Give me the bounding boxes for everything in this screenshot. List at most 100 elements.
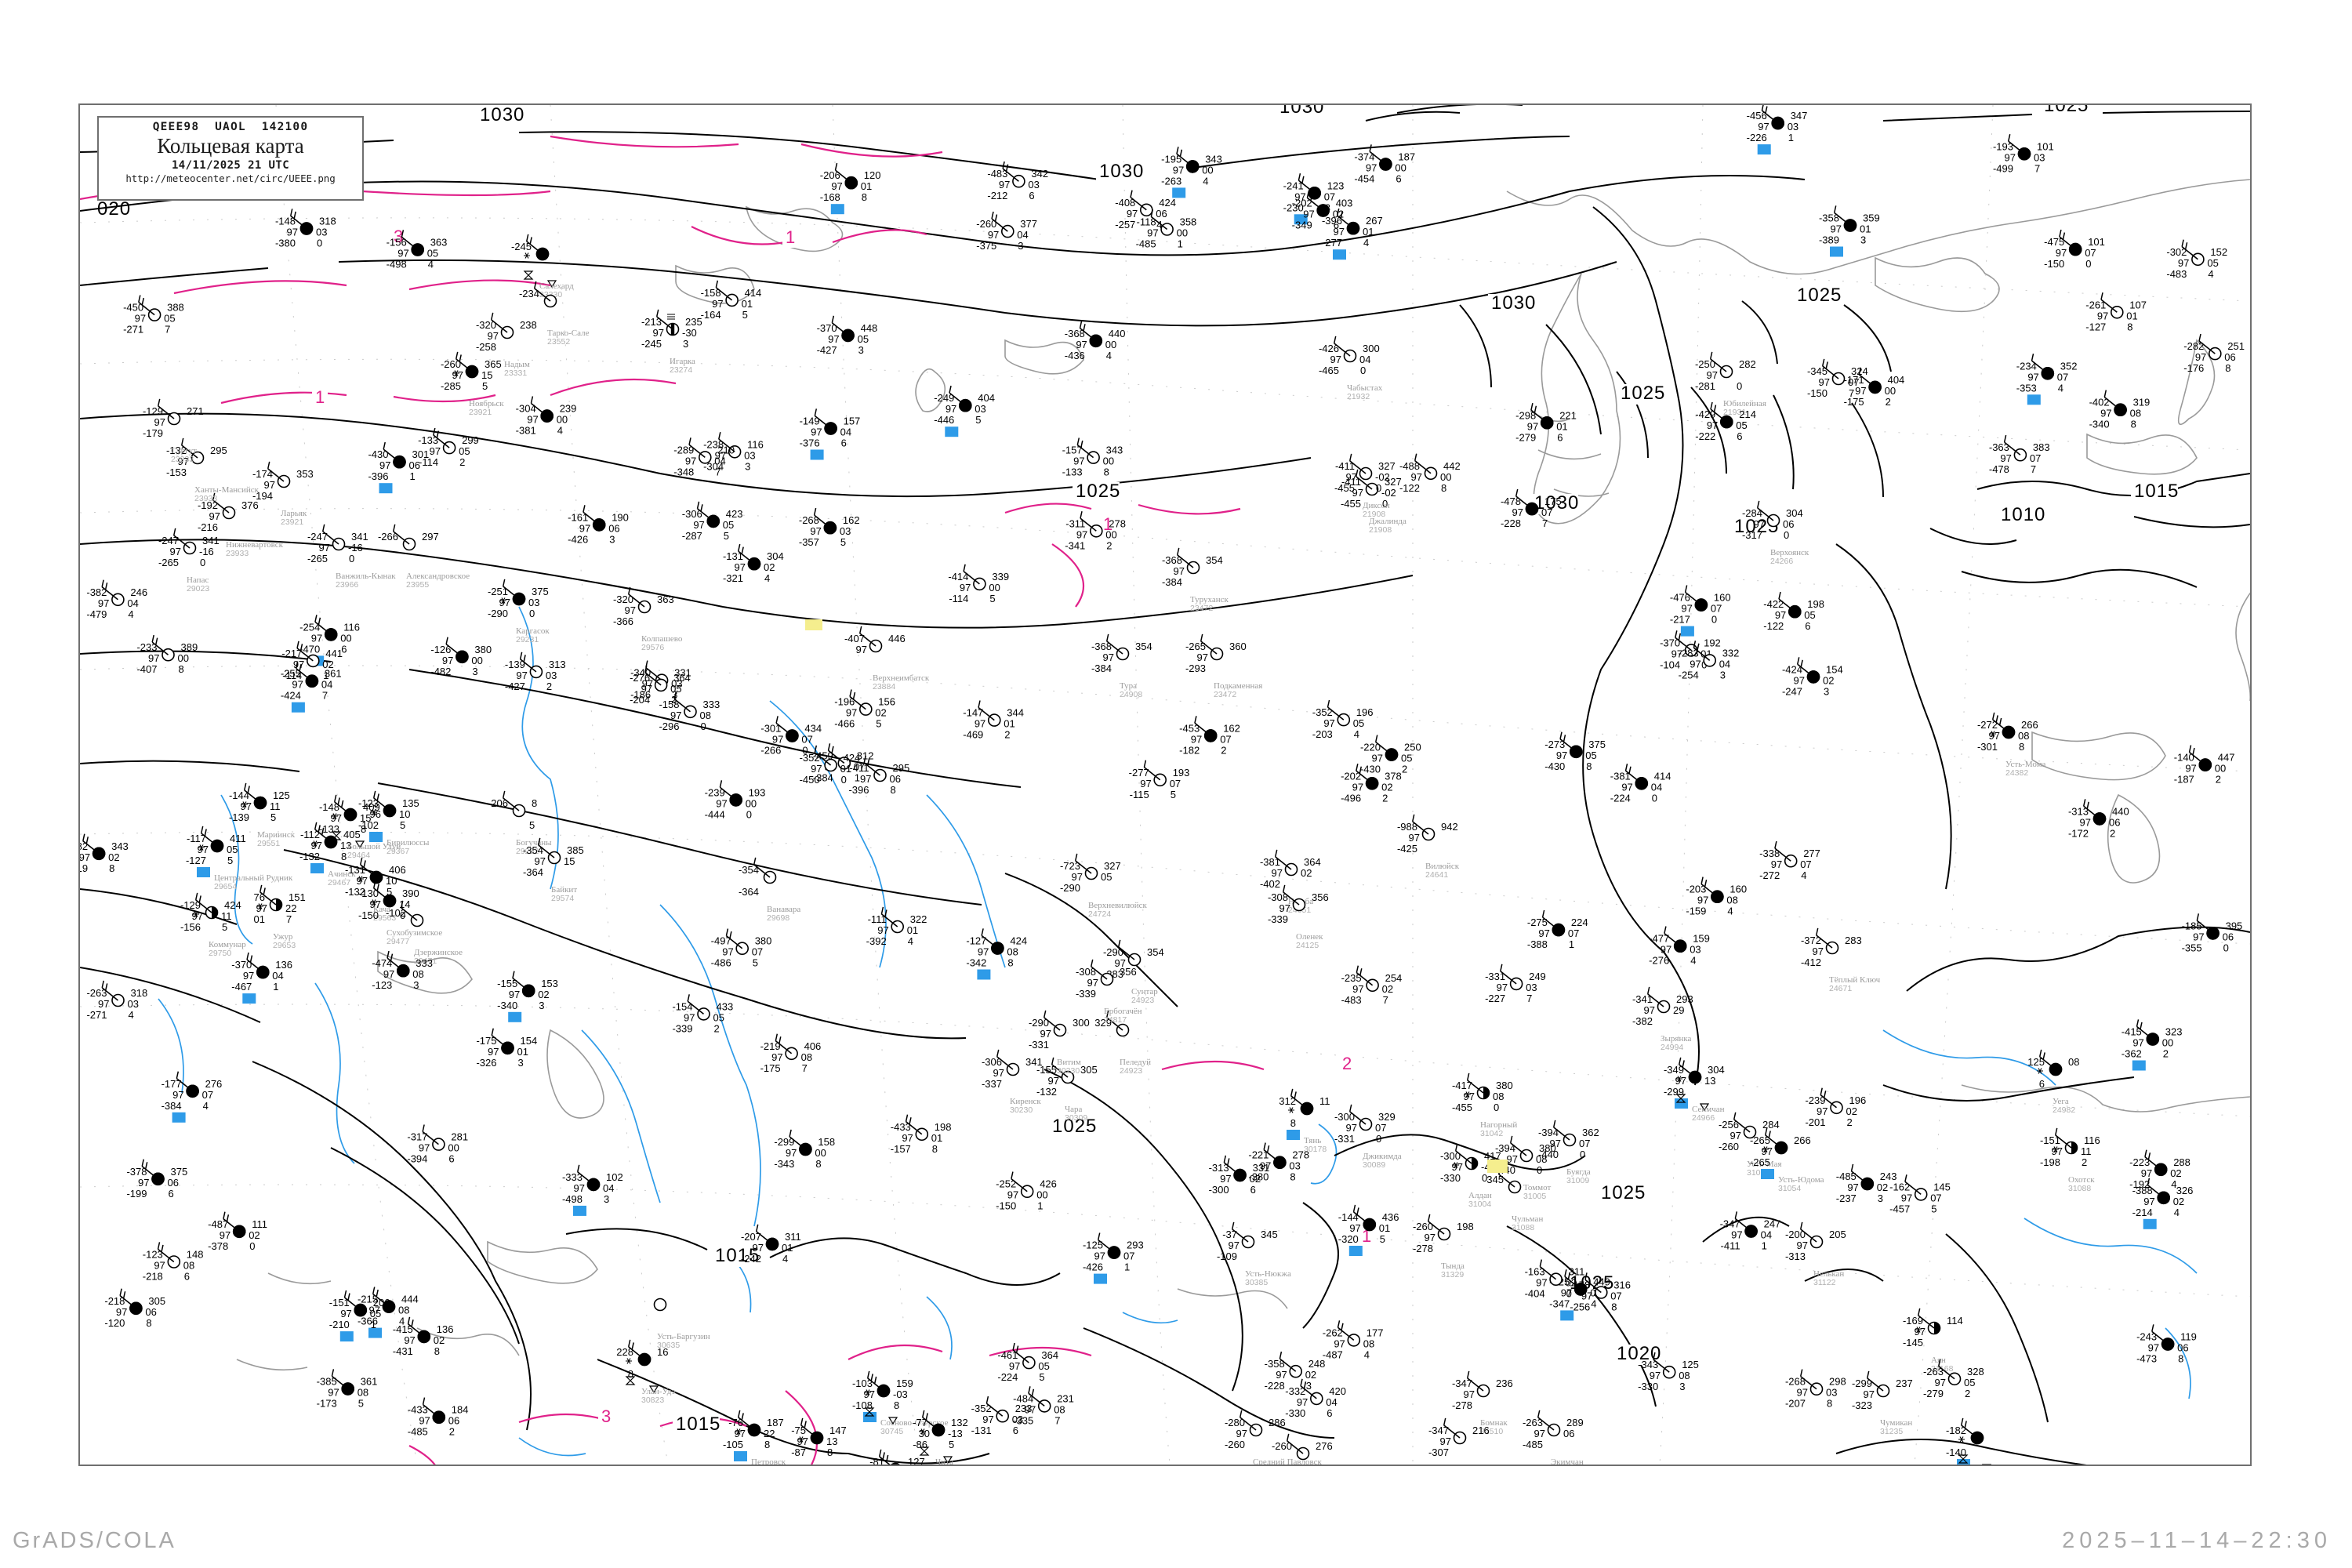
station-plot[interactable]: 345Чульман31088 [1486, 1167, 1543, 1232]
station-plot[interactable]: -40797446Верхнеимбатск23884 [844, 626, 930, 691]
station-plot[interactable]: -7597-87147138Хилок30844 [791, 1417, 847, 1465]
station-plot-minor[interactable]: -2219727803-380 8 [1248, 1142, 1309, 1183]
station-plot[interactable]: -72397-29032705Верхневилюйск24724 [1060, 853, 1148, 919]
station-plot-minor[interactable]: -3589735901-389 3 [1819, 205, 1880, 257]
station-plot-minor[interactable]: -1279742408-342 8 [966, 928, 1027, 980]
station-plot-minor[interactable]: -1859739506-355 0 [2182, 913, 2243, 953]
station-plot-minor[interactable]: -2079731101-242 4 [741, 1224, 801, 1265]
station-plot-minor[interactable]: -2029737802-496 2 [1341, 764, 1402, 804]
station-plot-minor[interactable]: -2689729803-207 8 [1785, 1369, 1846, 1410]
station-plot-minor[interactable]: -4879711102-378 0 [208, 1211, 267, 1252]
station-plot-minor[interactable]: -4889744200-122 8 [1399, 453, 1461, 494]
station-plot-minor[interactable]: -4339718406-485 2 [408, 1397, 469, 1438]
station-plot-minor[interactable]: -2419712307-2303 [1283, 173, 1345, 225]
station-plot-minor[interactable]: -1589733308-296 0 [659, 691, 720, 732]
station-plot[interactable]: -24797-265341-160Ванжиль-Кынак23966 [307, 524, 396, 590]
station-plot-minor[interactable]: -1939710103-499 7 [1993, 134, 2054, 174]
station-plot[interactable]: -15197-198116112Охотск31088 [2040, 1127, 2100, 1193]
station-plot[interactable]: -34797-307216Зея31300 [1428, 1417, 1490, 1465]
station-plot[interactable]: -38197-40236402Нюрба24651 [1260, 849, 1321, 915]
station-plot-minor[interactable]: -1619719006-426 3 [568, 505, 629, 545]
station-plot-minor[interactable]: -1789731607-256 8 [1570, 1272, 1631, 1313]
station-plot[interactable]: -30697-337341Киренск30230 [982, 1049, 1043, 1115]
station-plot[interactable]: -30897-339356Оленек24125 [1268, 884, 1329, 950]
station-plot-minor[interactable]: -2779719307-115 5 [1129, 760, 1190, 800]
station-plot[interactable]: -26597-265266Усть-Юдома31054 [1750, 1127, 1824, 1193]
station-plot[interactable]: -39497-440380080Томмот31005 [1495, 1135, 1556, 1201]
station-plot[interactable]: 769701151227Ужур29653 [254, 884, 306, 950]
station-plot-minor[interactable]: -4619736405-224 5 [997, 1342, 1058, 1383]
station-plot[interactable]: -35497-36438515Байкит29574 [523, 837, 584, 903]
station-plot-minor[interactable]: -2529742600-150 1 [996, 1171, 1057, 1212]
station-plot-minor[interactable]: -3319724903-227 7 [1485, 964, 1546, 1004]
station-plot[interactable]: -26597-293360Подкаменная23472 [1185, 633, 1262, 699]
station-plot-minor[interactable]: -2899721004-348 7 [673, 437, 735, 477]
station-plot-minor[interactable]: -2339738900-407 8 [136, 634, 198, 675]
station-plot-minor[interactable]: -2609737704-375 3 [976, 211, 1037, 252]
station-plot[interactable]: -266 297Александровское23955 [378, 524, 470, 590]
station-plot[interactable]: -13197-132406105Кача29563 [345, 857, 406, 923]
station-plot-minor[interactable]: -3709713604-467 1 [231, 952, 292, 1004]
station-plot-minor[interactable]: -3639738307-478 7 [1989, 434, 2050, 475]
station-plot[interactable]: 125608Уега24982 [2027, 1049, 2079, 1115]
station-plot-minor[interactable]: -3479724704-411 1 [1720, 1211, 1781, 1252]
station-plot[interactable]: -29097-283354Сунтар24923 [1103, 939, 1164, 1005]
station-plot-minor[interactable]: -3029715205-483 4 [2166, 239, 2227, 280]
station-plot-minor[interactable]: -1339729905-114 2 [418, 427, 479, 468]
station-plot-minor[interactable]: -3139744006-172 2 [2068, 799, 2129, 839]
station-plot[interactable]: -13297-153295Ханты-Мансийск23933 [166, 437, 260, 503]
station-plot[interactable]: -3797-109345Усть-Нюкжа30385 [1217, 1221, 1291, 1287]
station-plot-minor[interactable]: -2389711603-304 3 [703, 432, 764, 472]
station-plot-minor[interactable]: -2639732805-279 2 [1923, 1359, 1984, 1399]
station-plot-minor[interactable]: -4089742406-257 4 [1115, 190, 1176, 230]
station-plot-minor[interactable]: -4159713602-431 8 [393, 1316, 454, 1357]
station-plot-minor[interactable]: -3139733102-300 6 [1209, 1155, 1270, 1196]
station-plot-minor[interactable]: -1589741401-164 5 [701, 280, 762, 321]
station-plot-minor[interactable]: -2839733204-254 3 [1679, 641, 1740, 681]
station-plot-minor[interactable]: -4569734703-226 1 [1747, 105, 1808, 155]
station-plot-minor[interactable]: -3969726701-277 4 [1322, 208, 1383, 260]
station-plot-minor[interactable]: -2499740403-446 5 [934, 385, 995, 437]
station-plot[interactable]: -28497-317304060Верхоянск24266 [1742, 500, 1809, 566]
station-plot-minor[interactable]: -4339719801-157 8 [891, 1114, 952, 1155]
station-plot-minor[interactable]: -2689716203-357 5 [799, 507, 860, 548]
station-plot[interactable]: -206 85Богучаны29282 [488, 790, 552, 856]
station-plot-minor[interactable]: -3529719605-203 4 [1312, 699, 1374, 740]
station-plot-minor[interactable]: -1779727607-384 4 [162, 1071, 223, 1123]
station-plot-minor[interactable]: -2769736405-204 2 [630, 665, 691, 706]
station-plot-minor[interactable]: -1639731102-404 0 [1525, 1259, 1585, 1300]
station-plot-minor[interactable]: -4789717507-228 7 [1501, 488, 1562, 529]
station-plot-minor[interactable]: -4509738805-271 7 [123, 295, 184, 336]
station-plot-minor[interactable]: -4849723108-335 7 [1013, 1386, 1074, 1426]
station-plot-minor[interactable]: -3069742305-287 5 [682, 501, 743, 542]
station-plot[interactable]: -98897-425942Вилюйск24641 [1397, 814, 1460, 880]
station-plot[interactable]: 312811Тянь30178 [1279, 1088, 1330, 1154]
station-plot[interactable]: Усть-Баргузин30635 [653, 1298, 710, 1351]
station-plot-minor[interactable]: -2989722101-279 6 [1515, 403, 1577, 443]
station-plot-minor[interactable]: -1189735800-485 1 [1136, 209, 1197, 250]
station-plot-minor[interactable]: -1399731303-427 2 [505, 652, 566, 692]
station-plot-minor[interactable]: -3329742004-330 6 [1285, 1378, 1346, 1419]
station-plot[interactable]: -41797-455380080Нагорный31042 [1452, 1073, 1517, 1138]
station-plot[interactable]: -7730-86132-135Чита30758 [913, 1410, 968, 1465]
station-plot-minor[interactable]: -4749733308-123 3 [372, 950, 433, 991]
station-plot[interactable]: -25197-290375030Каргасок29231 [488, 579, 550, 644]
station-plot-minor[interactable]: -4979738007-486 5 [711, 928, 772, 969]
station-plot-minor[interactable]: -4119729506-396 8 [848, 755, 909, 796]
station-plot-minor[interactable]: -3019743407-266 0 [760, 716, 822, 757]
station-plot[interactable]: -29997-323237Чумикан31235 [1852, 1370, 1913, 1436]
station-plot-minor[interactable]: -3819741404-224 0 [1610, 764, 1671, 804]
station-plot-minor[interactable]: -2439711906-473 8 [2136, 1324, 2197, 1365]
station-plot[interactable]: -102Дзержинское29471 [386, 900, 463, 966]
station-plot[interactable]: -29097-331300Витим30230 [1029, 1010, 1090, 1076]
station-plot-minor[interactable]: -1569736305-498 4 [387, 230, 448, 270]
station-plot-minor[interactable]: -3529742401-450 0 [800, 745, 861, 786]
station-plot[interactable]: -27297-301266088Усть-Мома24382 [1977, 712, 2046, 778]
station-plot-minor[interactable]: -1579734300-133 8 [1062, 437, 1123, 478]
station-plot-minor[interactable]: -4839734203-212 6 [987, 161, 1048, 201]
station-plot[interactable]: -37297-412283Тёплый Ключ24671 [1801, 927, 1881, 993]
station-plot[interactable]: -12396-102135105Бирилюссы29367 [358, 790, 430, 856]
station-plot-minor[interactable]: -3829724604-479 4 [86, 579, 147, 620]
station-plot[interactable]: -15597-132305Чара30309 [1036, 1057, 1098, 1123]
station-plot[interactable]: -20097-313205Нелькан31122 [1785, 1221, 1846, 1287]
